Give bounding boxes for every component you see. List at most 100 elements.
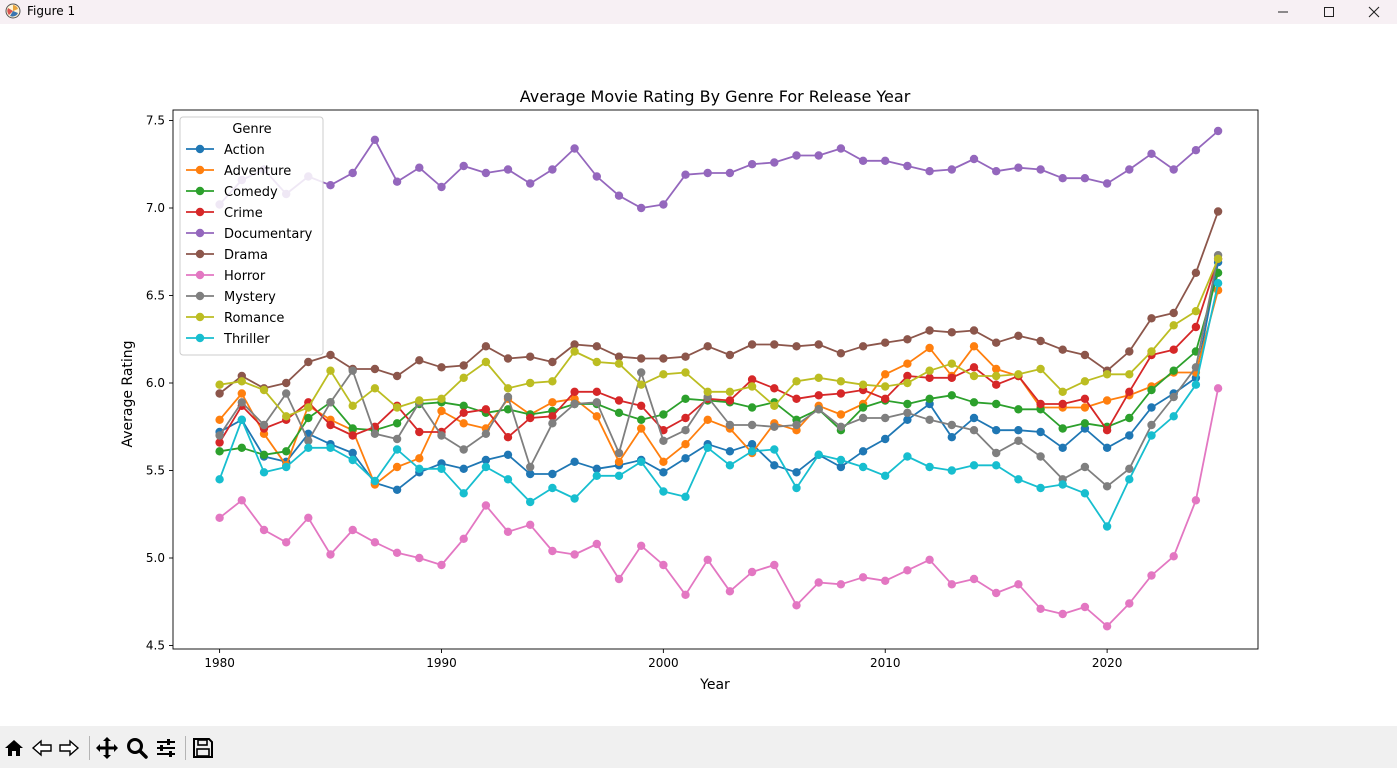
data-point-horror [1125, 599, 1134, 608]
data-point-drama [747, 340, 757, 349]
data-point-mystery [1102, 482, 1112, 491]
data-point-documentary [1058, 174, 1067, 183]
data-point-documentary [836, 144, 846, 153]
data-point-comedy [392, 419, 402, 428]
data-point-crime [725, 396, 735, 405]
data-point-romance [459, 373, 468, 382]
data-point-mystery [858, 413, 868, 423]
data-point-romance [503, 384, 513, 393]
data-point-romance [947, 359, 956, 368]
data-point-thriller [881, 471, 890, 480]
data-point-documentary [814, 151, 823, 160]
chart-title: Average Movie Rating By Genre For Releas… [520, 87, 911, 106]
data-point-documentary [925, 167, 934, 176]
x-axis-label: Year [699, 677, 730, 693]
data-point-horror [969, 574, 979, 584]
magnifier-icon [127, 738, 148, 759]
data-point-thriller [304, 443, 313, 452]
data-point-documentary [1147, 149, 1156, 158]
pan-button[interactable] [94, 735, 120, 761]
data-point-documentary [348, 168, 357, 178]
data-point-documentary [459, 161, 468, 171]
figure-canvas[interactable]: 1980 1990 2000 2010 2020 4.5 5.0 5.5 6.0 6.5 7.0 7… [0, 24, 1397, 726]
data-point-comedy [282, 447, 291, 456]
back-button[interactable] [29, 735, 55, 761]
data-point-romance [814, 373, 823, 382]
data-point-crime [792, 394, 801, 403]
maximize-button[interactable] [1306, 0, 1352, 24]
home-button[interactable] [1, 735, 27, 761]
data-point-horror [1036, 604, 1045, 613]
data-point-romance [969, 371, 979, 381]
data-point-comedy [681, 394, 690, 403]
data-point-romance [437, 394, 446, 403]
data-point-mystery [969, 426, 979, 435]
data-point-mystery [792, 420, 801, 430]
data-point-romance [881, 382, 890, 391]
data-point-mystery [1169, 392, 1178, 402]
data-point-action [792, 468, 801, 477]
data-point-comedy [947, 391, 956, 400]
data-point-thriller [614, 471, 624, 480]
data-point-drama [548, 357, 557, 367]
data-point-romance [370, 384, 380, 393]
save-button[interactable] [190, 735, 216, 761]
data-point-horror [903, 566, 912, 575]
data-point-documentary [969, 154, 979, 164]
data-point-thriller [370, 476, 380, 486]
data-point-thriller [481, 462, 491, 472]
y-tick-label: 6.5 [146, 289, 165, 303]
data-point-romance [659, 370, 668, 379]
data-point-documentary [1014, 163, 1023, 172]
data-point-documentary [592, 172, 601, 181]
data-point-drama [592, 342, 601, 351]
data-point-horror [947, 580, 956, 589]
data-point-drama [792, 342, 801, 351]
forward-button[interactable] [56, 735, 82, 761]
data-point-documentary [792, 151, 801, 160]
data-point-crime [614, 396, 624, 405]
data-point-drama [814, 340, 823, 349]
legend-marker-horror [195, 270, 205, 280]
data-point-adventure [992, 364, 1001, 374]
data-point-thriller [858, 462, 868, 472]
data-point-comedy [1169, 366, 1178, 375]
data-point-horror [548, 546, 557, 556]
data-point-horror [992, 588, 1001, 598]
minimize-button[interactable] [1260, 0, 1306, 24]
data-point-documentary [415, 163, 424, 172]
data-point-horror [1169, 552, 1178, 561]
data-point-crime [459, 408, 468, 417]
data-point-thriller [1125, 475, 1134, 484]
data-point-drama [1213, 207, 1223, 216]
data-point-crime [770, 384, 779, 393]
data-point-thriller [1036, 483, 1045, 493]
data-point-action [992, 426, 1001, 435]
data-point-adventure [614, 457, 624, 466]
data-point-mystery [992, 448, 1001, 458]
zoom-button[interactable] [124, 735, 150, 761]
data-point-adventure [1080, 403, 1090, 412]
data-point-mystery [637, 368, 646, 377]
data-point-adventure [637, 424, 646, 433]
data-point-crime [326, 420, 335, 430]
close-button[interactable] [1351, 0, 1397, 24]
series-line-horror [219, 388, 1219, 628]
data-point-romance [1080, 377, 1090, 386]
home-icon [5, 740, 23, 756]
configure-subplots-button[interactable] [153, 735, 179, 761]
data-point-thriller [437, 464, 446, 473]
series-horror [215, 384, 1223, 631]
legend-label-thriller: Thriller [223, 332, 270, 347]
data-point-documentary [881, 156, 890, 165]
legend-label-action: Action [224, 143, 265, 158]
data-point-mystery [282, 389, 291, 398]
sliders-icon [157, 739, 175, 757]
data-point-mystery [947, 420, 956, 430]
data-point-crime [481, 405, 491, 414]
data-point-drama [770, 340, 779, 349]
data-point-comedy [237, 443, 246, 452]
close-icon [1368, 6, 1380, 18]
series-mystery [215, 251, 1223, 491]
data-point-mystery [770, 422, 779, 431]
